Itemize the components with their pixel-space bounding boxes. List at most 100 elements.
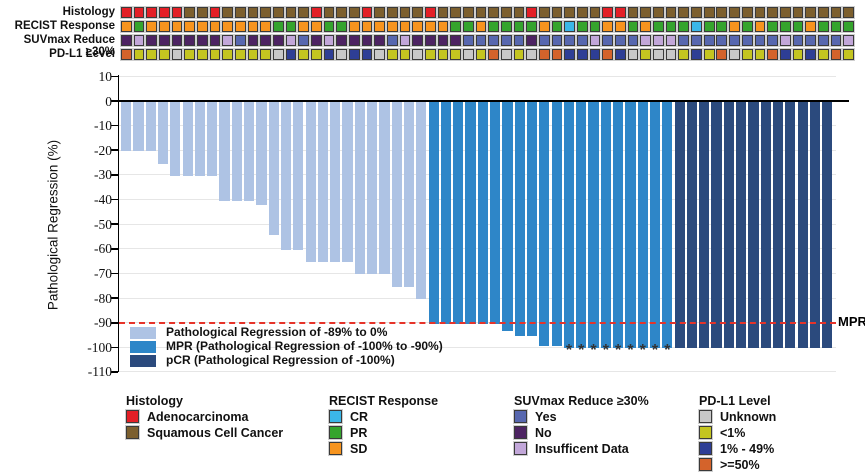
bar [785,102,796,349]
track-square-histology [121,7,132,18]
track-square-recist [488,21,500,32]
track-square-recist [729,21,740,32]
legend-group-title: SUVmax Reduce ≥30% [514,394,649,408]
track-square-suvmax [361,35,373,46]
track-square-pdl1 [133,49,145,60]
track-square-pdl1 [691,49,702,60]
track-square-histology [830,7,842,18]
track-square-pdl1 [285,49,297,60]
track-square-suvmax [703,35,715,46]
track-square-pdl1 [602,49,614,60]
track-square-histology [311,7,322,18]
track-square-suvmax [488,35,500,46]
track-square-recist [539,21,550,32]
asterisk-marker: * [664,342,671,359]
track-square-histology [475,7,487,18]
bar [809,102,821,349]
axis-tick [111,248,118,250]
track-square-suvmax [323,35,335,46]
track-square-pdl1 [361,49,373,60]
track-square-pdl1 [374,49,386,60]
bar [514,102,525,337]
gridline [119,174,836,176]
bar [231,102,242,201]
track-square-pdl1 [488,49,500,60]
bar [600,102,611,349]
axis-tick [111,124,118,127]
track-square-suvmax [197,35,208,46]
legend-swatch [699,458,712,471]
track-square-recist [171,21,183,32]
track-square-suvmax [349,35,360,46]
track-square-suvmax [399,35,411,46]
track-square-suvmax [260,35,272,46]
track-square-suvmax [133,35,145,46]
legend-swatch [699,442,712,455]
legend-swatch [329,442,342,455]
track-square-histology [513,7,525,18]
track-square-recist [589,21,601,32]
plot-legend-swatch [130,341,156,353]
bar [465,102,476,324]
legend-item-label: Adenocarcinoma [147,410,249,424]
asterisk-marker: * [615,342,622,359]
asterisk-marker: * [578,342,585,359]
track-square-recist [298,21,310,32]
tick-label: -60 [94,241,112,257]
track-square-histology [653,7,664,18]
track-square-histology [703,7,715,18]
bar [317,102,329,263]
bar [526,102,538,337]
track-square-pdl1 [817,49,829,60]
bar [440,102,452,324]
axis-tick [111,297,118,299]
track-square-suvmax [285,35,297,46]
track-square-suvmax [235,35,246,46]
bar [748,102,759,349]
track-square-recist [741,21,753,32]
track-square-pdl1 [513,49,525,60]
legend-group-title: Histology [126,394,183,408]
track-square-suvmax [298,35,310,46]
track-square-recist [564,21,576,32]
bar [563,102,575,349]
track-square-pdl1 [184,49,196,60]
track-square-recist [450,21,462,32]
track-square-pdl1 [716,49,728,60]
legend-item-label: 1% - 49% [720,442,775,456]
axis-tick [111,371,118,373]
track-square-recist [754,21,766,32]
track-square-histology [273,7,284,18]
bar [170,102,181,176]
mpr-threshold-line [119,321,836,324]
track-square-recist [425,21,436,32]
legend-item-label: Insufficent Data [535,442,629,456]
bar [711,102,722,349]
asterisk-marker: * [651,342,659,359]
track-square-recist [247,21,259,32]
track-square-suvmax [311,35,322,46]
track-square-histology [627,7,639,18]
bar [699,102,710,349]
bar [219,102,230,201]
track-square-recist [678,21,690,32]
legend-swatch [329,426,342,439]
gridline [119,149,836,151]
track-square-recist [260,21,272,32]
legend-swatch [126,426,139,439]
track-square-suvmax [501,35,512,46]
track-square-suvmax [184,35,196,46]
track-square-suvmax [387,35,398,46]
track-square-suvmax [830,35,842,46]
tick-label: -100 [87,339,112,355]
track-square-recist [374,21,386,32]
track-square-suvmax [475,35,487,46]
legend-group-title: PD-L1 Level [699,394,771,408]
track-square-pdl1 [678,49,690,60]
zero-axis-line [118,99,849,103]
track-square-recist [159,21,170,32]
track-square-histology [577,7,588,18]
track-square-suvmax [159,35,170,46]
